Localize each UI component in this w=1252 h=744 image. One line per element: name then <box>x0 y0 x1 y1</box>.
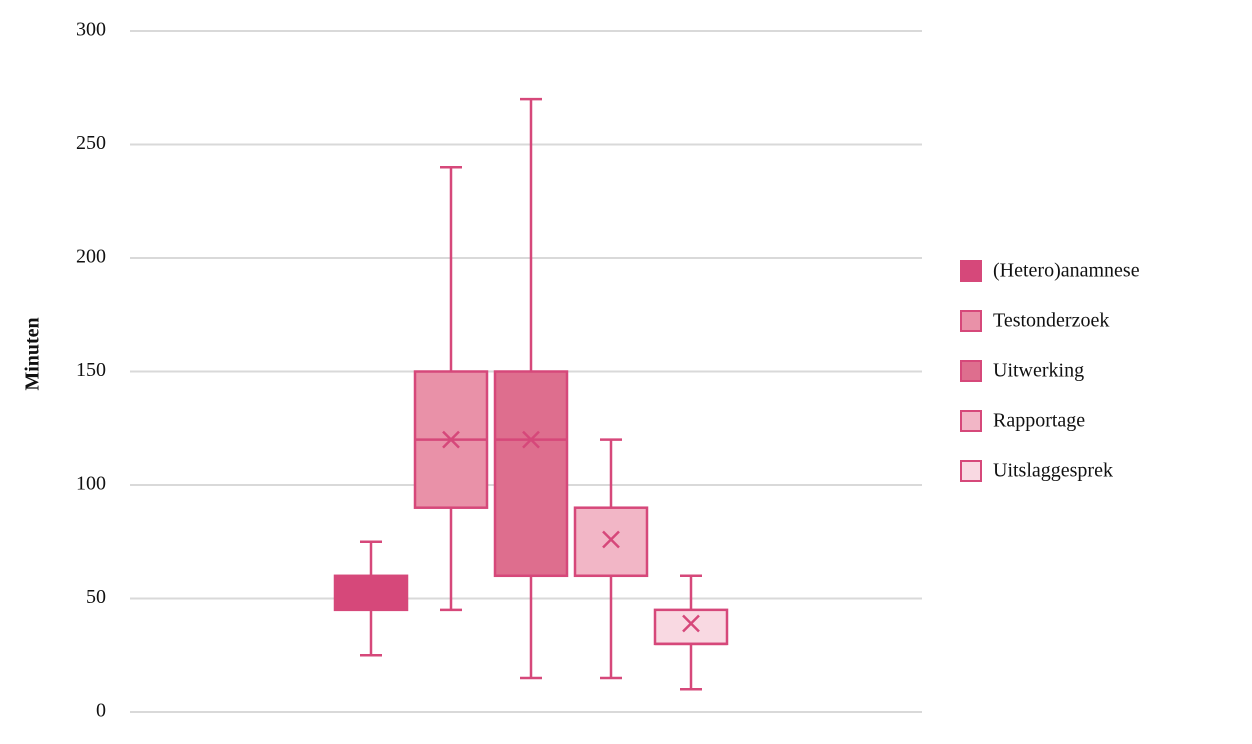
legend-label: (Hetero)anamnese <box>993 260 1140 282</box>
y-tick-label: 100 <box>76 473 106 495</box>
mean-marker <box>442 430 460 449</box>
legend-label: Uitwerking <box>993 360 1084 382</box>
box <box>653 608 729 646</box>
legend-label: Rapportage <box>993 410 1085 432</box>
mean-marker <box>522 430 540 449</box>
legend-label: Testonderzoek <box>993 310 1109 332</box>
legend-swatch <box>960 410 982 432</box>
legend-swatch <box>960 310 982 332</box>
y-tick-label: 0 <box>96 700 106 722</box>
legend-swatch <box>960 360 982 382</box>
y-tick-label: 200 <box>76 246 106 268</box>
y-tick-label: 150 <box>76 359 106 381</box>
y-axis-label: Minuten <box>22 317 44 390</box>
legend-swatch <box>960 460 982 482</box>
y-tick-label: 250 <box>76 132 106 154</box>
box <box>573 506 649 578</box>
y-tick-label: 300 <box>76 19 106 41</box>
y-tick-label: 50 <box>86 586 106 608</box>
box <box>493 370 569 578</box>
mean-marker <box>682 614 700 633</box>
legend-swatch <box>960 260 982 282</box>
mean-marker <box>362 585 380 603</box>
legend-label: Uitslaggesprek <box>993 460 1113 482</box>
mean-marker <box>602 530 620 549</box>
